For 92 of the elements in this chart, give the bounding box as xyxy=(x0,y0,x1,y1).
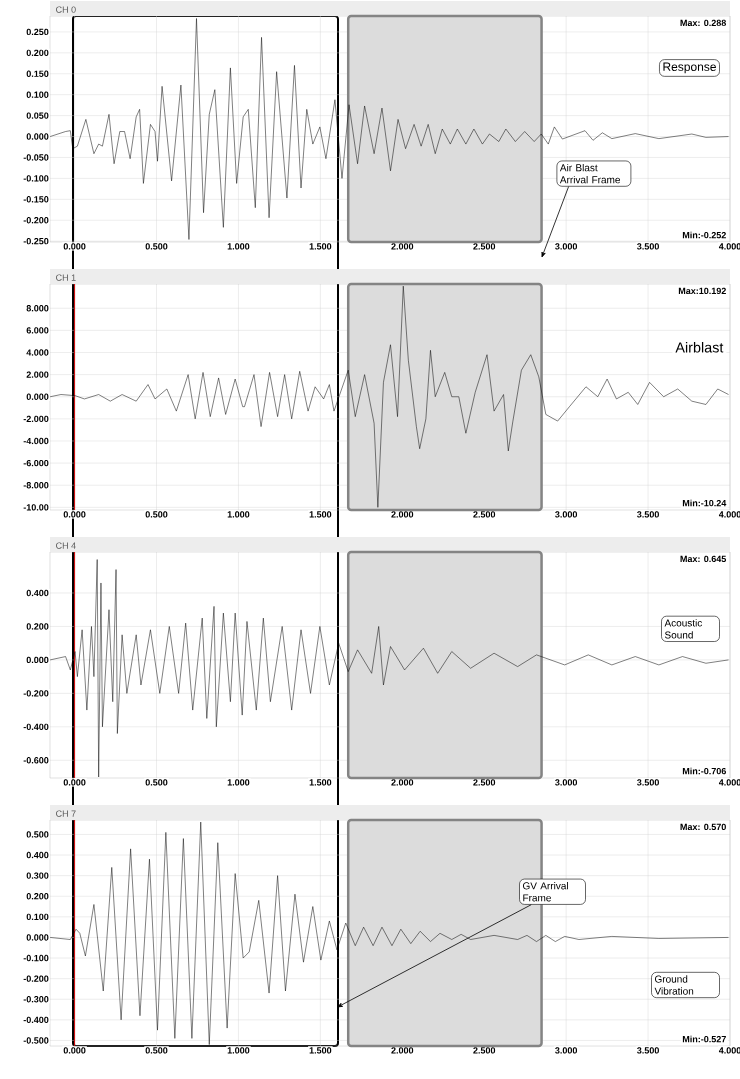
y-tick-label: -0.300 xyxy=(23,996,49,1003)
annotation: Max:10.192 xyxy=(678,287,726,295)
chart-title: CH 7 xyxy=(56,810,76,817)
y-tick-label: 0.050 xyxy=(26,112,49,119)
annotation: Max: 0.570 xyxy=(680,823,726,831)
x-tick-label: 0.500 xyxy=(145,243,168,250)
y-tick-label: 0.000 xyxy=(26,393,49,400)
x-tick-label: 1.000 xyxy=(227,779,250,786)
chart-title: CH 1 xyxy=(56,274,76,281)
y-tick-label: -0.050 xyxy=(23,154,49,161)
x-tick-label: 4.000 xyxy=(718,1047,740,1054)
annotation: Ground Vibration xyxy=(654,975,694,995)
y-tick-label: 0.250 xyxy=(26,28,49,36)
y-tick-label: 0.000 xyxy=(26,934,49,941)
x-tick-label: 0.000 xyxy=(63,779,86,786)
y-tick-label: -4.000 xyxy=(23,437,49,445)
annotation: Acoustic Sound xyxy=(664,619,703,639)
y-tick-label: 0.000 xyxy=(26,656,49,664)
x-tick-label: 2.500 xyxy=(473,1047,496,1054)
x-tick-label: 4.000 xyxy=(718,243,740,250)
x-tick-label: 2.000 xyxy=(391,511,414,518)
y-tick-label: 0.150 xyxy=(26,70,49,77)
y-tick-label: 0.500 xyxy=(26,831,49,838)
x-tick-label: 3.500 xyxy=(637,1047,659,1054)
y-tick-label: 0.400 xyxy=(26,851,49,859)
x-tick-label: 2.500 xyxy=(473,243,496,250)
x-tick-label: 4.000 xyxy=(718,511,740,518)
x-tick-label: 3.000 xyxy=(555,243,578,250)
y-tick-label: -0.200 xyxy=(23,690,49,697)
y-tick-label: -10.00 xyxy=(23,504,49,511)
x-tick-label: 3.500 xyxy=(637,779,659,786)
y-tick-label: -2.000 xyxy=(23,415,49,423)
y-tick-label: 4.000 xyxy=(26,349,49,356)
chart-title: CH 4 xyxy=(56,542,76,549)
y-tick-label: -0.400 xyxy=(23,1016,49,1024)
annotation: Min:-0.706 xyxy=(682,767,726,775)
x-tick-label: 3.500 xyxy=(637,511,659,518)
y-tick-label: 0.400 xyxy=(26,589,49,597)
x-tick-label: 2.000 xyxy=(391,779,414,786)
x-tick-label: 3.000 xyxy=(555,1047,578,1054)
y-tick-label: 0.200 xyxy=(26,623,49,630)
y-tick-label: 0.200 xyxy=(26,49,49,57)
x-tick-label: 0.000 xyxy=(63,243,86,250)
y-tick-label: 2.000 xyxy=(26,371,49,378)
x-tick-label: 4.000 xyxy=(718,779,740,786)
x-tick-label: 1.500 xyxy=(309,779,332,786)
y-tick-label: -0.250 xyxy=(23,237,49,245)
annotation: Max: 0.645 xyxy=(680,555,727,563)
y-tick-label: -0.500 xyxy=(23,1037,49,1044)
annotation: Max: 0.288 xyxy=(680,19,727,27)
x-tick-label: 3.000 xyxy=(555,511,578,518)
x-tick-label: 0.000 xyxy=(63,511,86,518)
y-tick-label: -0.100 xyxy=(23,954,49,962)
chart-title: CH 0 xyxy=(56,6,76,13)
y-tick-label: 0.300 xyxy=(26,872,49,879)
y-tick-label: -0.150 xyxy=(23,196,49,203)
x-tick-label: 1.000 xyxy=(227,243,250,250)
y-tick-label: -0.100 xyxy=(23,175,49,182)
x-tick-label: 0.500 xyxy=(145,779,168,786)
y-tick-label: -8.000 xyxy=(23,482,49,489)
x-tick-label: 2.500 xyxy=(473,779,496,786)
x-tick-label: 0.000 xyxy=(63,1047,86,1054)
x-tick-label: 1.500 xyxy=(309,243,332,250)
x-tick-label: 1.000 xyxy=(227,1047,250,1054)
x-tick-label: 3.500 xyxy=(637,243,659,250)
y-tick-label: -0.200 xyxy=(23,217,49,224)
x-tick-label: 0.500 xyxy=(145,511,168,518)
y-tick-label: 0.000 xyxy=(26,133,49,140)
y-tick-label: 0.100 xyxy=(26,91,49,98)
x-tick-label: 1.500 xyxy=(309,1047,332,1054)
annotation: Airblast xyxy=(675,342,724,353)
annotation: Air Blast Arrival Frame xyxy=(559,163,620,184)
annotation: Min:-0.527 xyxy=(682,1035,726,1043)
y-tick-label: -6.000 xyxy=(23,459,49,467)
x-tick-label: 1.000 xyxy=(227,511,250,518)
annotation: Min:-10.24 xyxy=(682,499,727,507)
x-tick-label: 0.500 xyxy=(145,1047,168,1054)
x-tick-label: 3.000 xyxy=(555,779,578,786)
x-tick-label: 2.500 xyxy=(473,511,496,518)
y-tick-label: 6.000 xyxy=(26,327,49,334)
y-tick-label: -0.400 xyxy=(23,723,49,731)
x-tick-label: 2.000 xyxy=(391,1047,414,1054)
y-tick-label: -0.600 xyxy=(23,757,49,764)
annotation: GV Arrival Frame xyxy=(523,882,568,902)
y-tick-label: 0.200 xyxy=(26,893,49,900)
x-tick-label: 1.500 xyxy=(309,511,332,518)
y-tick-label: 8.000 xyxy=(26,305,49,312)
annotation: Min:-0.252 xyxy=(682,231,726,239)
y-tick-label: 0.100 xyxy=(26,913,49,921)
y-tick-label: -0.200 xyxy=(23,975,49,982)
x-tick-label: 2.000 xyxy=(391,243,414,250)
annotation: Response xyxy=(663,62,716,74)
